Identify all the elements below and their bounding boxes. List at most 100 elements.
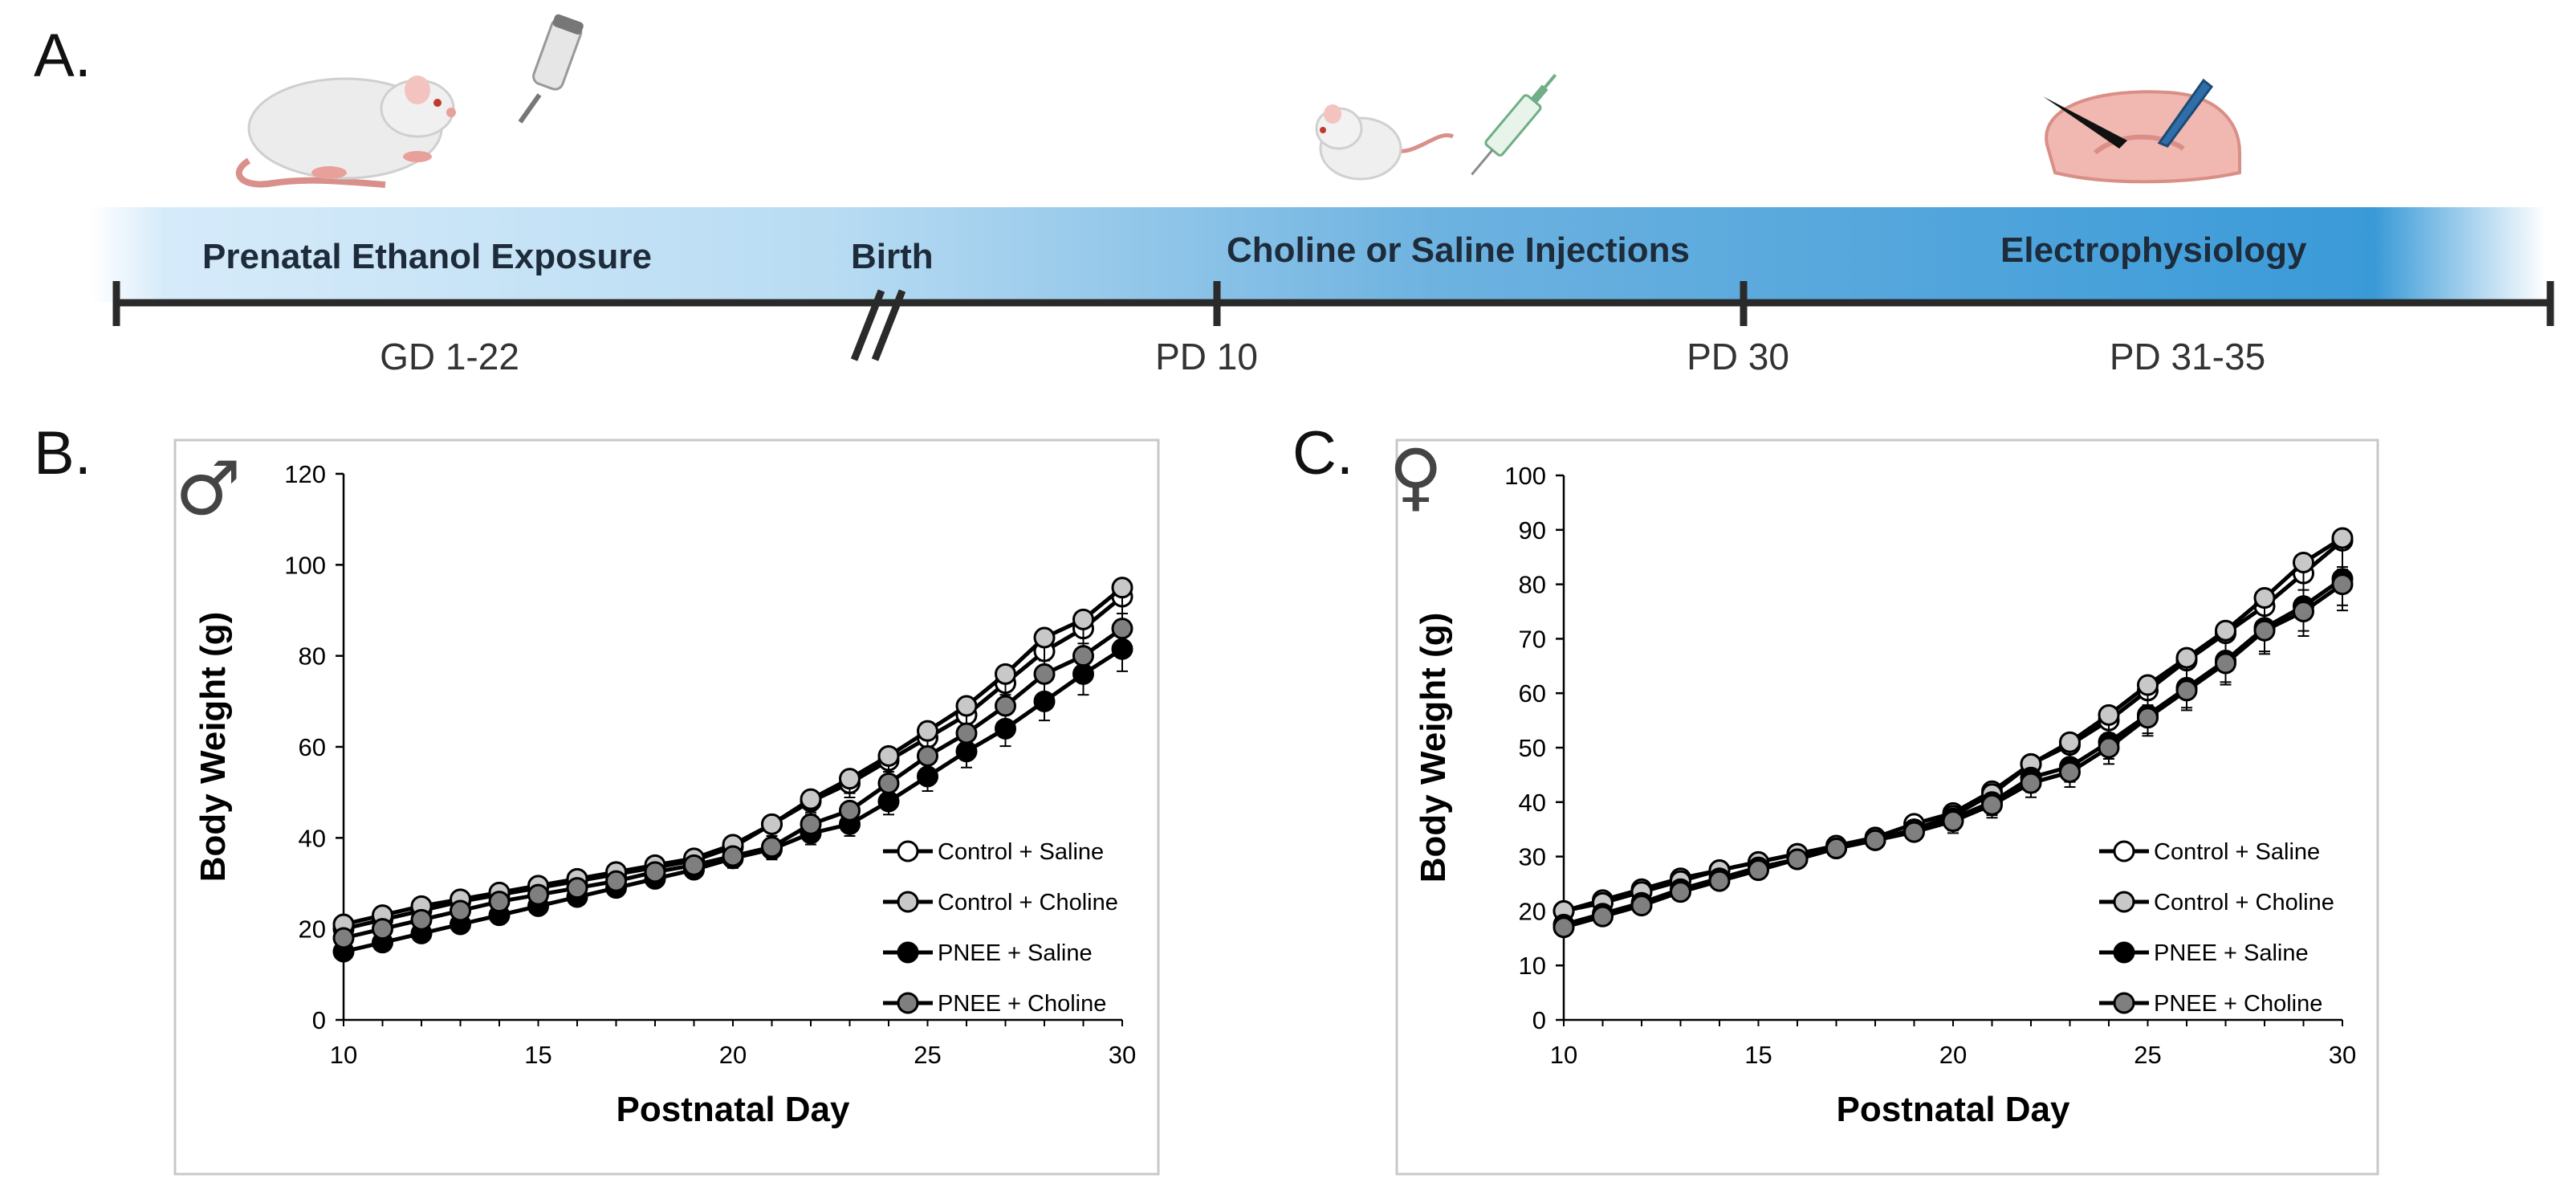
data-point: [2020, 772, 2042, 794]
data-point: [683, 854, 705, 876]
tick-label-pd30: PD 30: [1687, 336, 1789, 377]
data-point: [1981, 793, 2003, 816]
data-point: [761, 836, 783, 858]
x-tick-label: 25: [2134, 1041, 2161, 1069]
x-tick-label: 15: [1744, 1041, 1772, 1069]
y-tick-label: 80: [299, 642, 326, 671]
data-point: [2253, 587, 2276, 610]
syringe-icon: [1471, 73, 1557, 176]
data-point: [2059, 731, 2081, 753]
pup-icon: [1315, 104, 1455, 181]
legend-marker: [2113, 992, 2135, 1014]
data-point: [1072, 608, 1094, 630]
data-point: [955, 695, 978, 717]
data-point: [877, 744, 900, 767]
data-point: [839, 799, 861, 822]
legend-marker: [897, 992, 919, 1014]
data-point: [800, 813, 822, 835]
data-point: [1072, 645, 1094, 667]
data-point: [450, 899, 471, 922]
y-tick-label: 20: [1519, 897, 1546, 925]
legend-entry: Control + Choline: [2099, 890, 2334, 916]
data-point: [1903, 821, 1925, 843]
chart-frame-female: [1395, 438, 2379, 1176]
y-tick-label: 70: [1519, 625, 1546, 653]
data-point: [2175, 679, 2198, 702]
adult-rat-icon: [235, 75, 456, 188]
data-point: [877, 772, 900, 794]
legend-marker: [897, 891, 919, 913]
legend-label: Control + Saline: [938, 839, 1104, 865]
data-point: [2253, 619, 2276, 642]
data-point: [605, 870, 627, 892]
tick-label-pd10: PD 10: [1155, 336, 1258, 377]
legend-label: Control + Choline: [2154, 890, 2334, 916]
legend-entry: Control + Choline: [883, 890, 1118, 916]
legend-label: PNEE + Saline: [2154, 940, 2309, 966]
timeline-gradient-bar: [90, 207, 2546, 302]
x-tick-label: 20: [1939, 1041, 1967, 1069]
data-point: [2175, 646, 2198, 669]
y-tick-label: 100: [284, 551, 326, 579]
x-tick-label: 30: [2329, 1041, 2356, 1069]
data-point: [1033, 626, 1056, 649]
timeline-break-icon: [850, 289, 906, 361]
data-point: [2098, 703, 2120, 726]
label-prenatal-exposure: Prenatal Ethanol Exposure: [202, 237, 652, 276]
chart-frame-male: [173, 438, 1160, 1176]
y-tick-label: 0: [1532, 1006, 1546, 1034]
legend-label: PNEE + Choline: [2154, 991, 2322, 1017]
x-axis-title: Postnatal Day: [1837, 1090, 2071, 1129]
series-pnee-choline: [332, 618, 1133, 949]
legend-marker: [897, 840, 919, 862]
label-birth: Birth: [851, 237, 934, 276]
brain-slice-icon: [2043, 78, 2241, 184]
legend-entry: PNEE + Saline: [2099, 940, 2309, 966]
series-pnee-choline: [1553, 573, 2354, 939]
y-tick-label: 120: [284, 460, 326, 488]
legend-marker: [897, 941, 919, 964]
data-point: [1630, 895, 1653, 917]
data-point: [332, 927, 355, 949]
x-tick-label: 10: [330, 1041, 357, 1069]
panel-a: A.: [34, 14, 2554, 377]
data-point: [955, 722, 978, 744]
data-point: [722, 845, 744, 867]
tick-label-pd31-35: PD 31-35: [2110, 336, 2265, 377]
data-point: [800, 788, 822, 810]
data-point: [1111, 577, 1133, 599]
data-point: [488, 891, 511, 913]
data-point: [1748, 859, 1769, 882]
label-electrophysiology: Electrophysiology: [2000, 230, 2307, 270]
y-axis-title: Body Weight (g): [193, 612, 233, 882]
data-point: [2293, 601, 2314, 622]
data-point: [527, 883, 549, 906]
panel-b: B. ♂ 0 20 40 60 80 100 120 10 15 20 25 30 Postnatal …: [34, 419, 1160, 1176]
data-point: [2215, 619, 2236, 642]
data-point: [2098, 736, 2120, 759]
legend-entry: Control + Saline: [2099, 839, 2320, 865]
chart-male-body-weight: 0 20 40 60 80 100 120 10 15 20 25 30 Postnatal Day Bo…: [193, 460, 1136, 1129]
data-point: [1942, 810, 1964, 833]
legend-entry: PNEE + Choline: [883, 991, 1106, 1017]
legend-label: PNEE + Choline: [938, 991, 1106, 1017]
data-point: [1864, 829, 1886, 851]
data-point: [995, 695, 1016, 717]
legend-entry: PNEE + Saline: [883, 940, 1093, 966]
x-tick-label: 20: [719, 1041, 747, 1069]
data-point: [2059, 761, 2081, 784]
data-point: [1708, 870, 1731, 892]
x-tick-label: 15: [524, 1041, 551, 1069]
data-point: [995, 663, 1016, 685]
y-axis-title: Body Weight (g): [1414, 613, 1453, 883]
data-point: [1111, 618, 1133, 640]
legend-marker: [2113, 891, 2135, 913]
data-point: [917, 720, 938, 742]
data-point: [1592, 905, 1614, 928]
x-tick-label: 25: [914, 1041, 941, 1069]
y-tick-label: 40: [1519, 789, 1546, 817]
legend-marker: [2113, 941, 2135, 964]
legend-entry: Control + Saline: [883, 839, 1104, 865]
label-injections: Choline or Saline Injections: [1227, 230, 1690, 270]
